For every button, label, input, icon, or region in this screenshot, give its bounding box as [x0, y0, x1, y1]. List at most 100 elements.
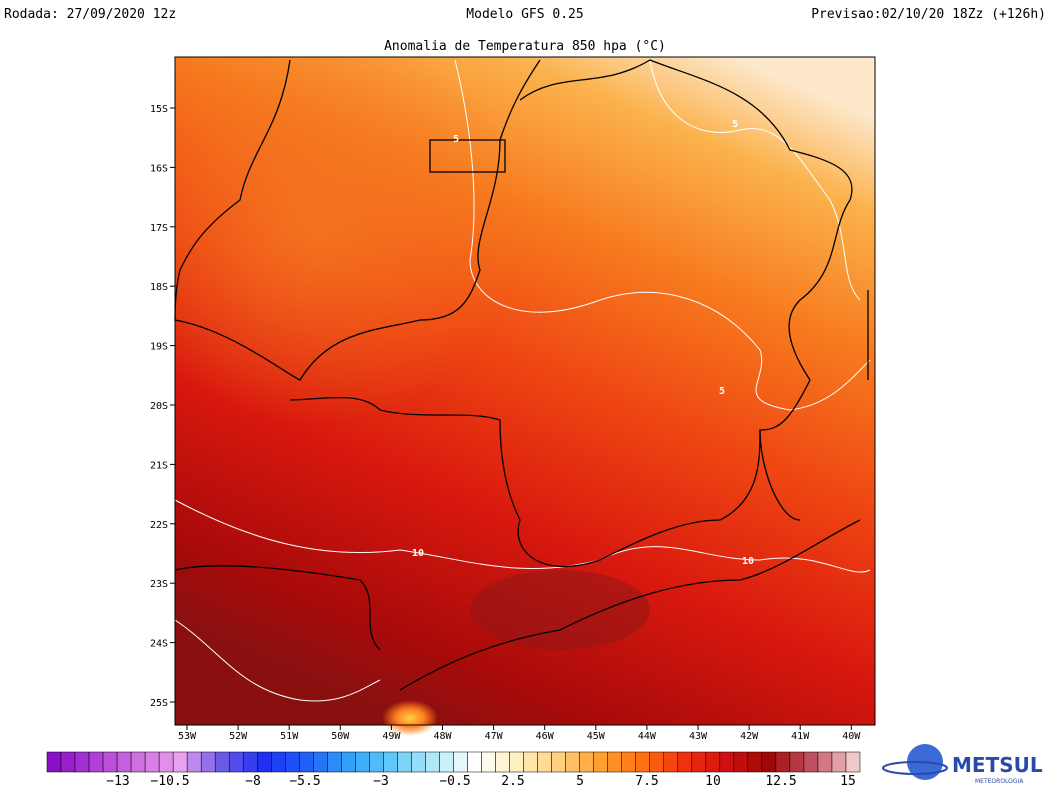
- state-border: [289, 396, 761, 568]
- colorbar-swatch: [60, 751, 76, 773]
- colorbar-swatch: [733, 751, 749, 773]
- colorbar-swatch: [327, 751, 342, 773]
- colorbar-swatch: [242, 751, 258, 773]
- lon-label: 53W: [178, 731, 197, 742]
- colorbar-swatch: [635, 751, 650, 773]
- lat-label: 21S: [150, 460, 168, 471]
- colorbar-swatch: [803, 751, 819, 773]
- colorbar-swatch: [719, 751, 735, 773]
- logo-tagline: METEOROLOGIA: [975, 778, 1024, 785]
- colorbar-swatch: [74, 751, 90, 773]
- colorbar-swatch: [789, 751, 805, 773]
- lon-label: 47W: [485, 731, 504, 742]
- contour-10: [174, 499, 871, 573]
- map-title: Anomalia de Temperatura 850 hpa (°C): [384, 39, 666, 54]
- contour-label: 5: [732, 119, 738, 130]
- anomaly-core: [470, 570, 650, 650]
- colorbar-label: 2.5: [501, 774, 524, 789]
- colorbar-swatch: [144, 751, 160, 773]
- colorbar-label: 12.5: [765, 774, 796, 789]
- lon-label: 52W: [229, 731, 248, 742]
- state-border: [174, 59, 541, 381]
- colorbar-label: −0.5: [439, 774, 470, 789]
- colorbar-swatch: [425, 751, 440, 773]
- colorbar-swatch: [453, 751, 468, 773]
- colorbar-swatch: [537, 751, 552, 773]
- colorbar-swatch: [271, 751, 286, 773]
- lat-label: 24S: [150, 639, 168, 650]
- anomaly-hotspot: [382, 700, 438, 736]
- lat-label: 15S: [150, 104, 168, 115]
- map-frame: [174, 56, 876, 726]
- lat-label: 22S: [150, 520, 168, 531]
- lon-label: 40W: [842, 731, 861, 742]
- colorbar-swatch: [116, 751, 132, 773]
- colorbar-label: 7.5: [635, 774, 658, 789]
- colorbar-swatch: [775, 751, 791, 773]
- colorbar-swatch: [186, 751, 202, 773]
- colorbar-swatch: [495, 751, 510, 773]
- lon-label: 48W: [433, 731, 452, 742]
- colorbar-swatch: [761, 751, 777, 773]
- lon-label: 43W: [689, 731, 708, 742]
- lon-label: 49W: [382, 731, 401, 742]
- colorbar-swatch: [172, 751, 188, 773]
- colorbar-swatch: [158, 751, 174, 773]
- contour-label: 5: [719, 386, 725, 397]
- lat-label: 16S: [150, 163, 168, 174]
- colorbar-swatch: [817, 751, 833, 773]
- lat-label: 23S: [150, 579, 168, 590]
- lat-label: 25S: [150, 698, 168, 709]
- district-border: [429, 139, 506, 173]
- colorbar-swatch: [397, 751, 412, 773]
- colorbar-swatch: [831, 751, 847, 773]
- colorbar-swatch: [439, 751, 454, 773]
- colorbar-swatch: [341, 751, 356, 773]
- colorbar-swatch: [411, 751, 426, 773]
- contours: [174, 59, 871, 702]
- colorbar-label: −5.5: [289, 774, 320, 789]
- colorbar-swatch: [705, 751, 721, 773]
- colorbar-swatch: [607, 751, 622, 773]
- model-name: Modelo GFS 0.25: [466, 7, 583, 22]
- colorbar-label: −13: [106, 774, 129, 789]
- lat-label: 17S: [150, 223, 168, 234]
- lon-label: 44W: [638, 731, 657, 742]
- colorbar-swatch: [214, 751, 230, 773]
- colorbar-swatch: [523, 751, 538, 773]
- borders: [174, 59, 869, 691]
- colorbar-label: 10: [705, 774, 721, 789]
- colorbar-swatch: [579, 751, 594, 773]
- state-border: [519, 59, 853, 521]
- lon-label: 41W: [791, 731, 810, 742]
- state-border: [174, 519, 861, 691]
- colorbar-swatch: [383, 751, 398, 773]
- colorbar-label: 5: [576, 774, 584, 789]
- lat-label: 19S: [150, 342, 168, 353]
- colorbar-swatch: [257, 751, 272, 773]
- colorbar-swatch: [467, 751, 482, 773]
- colorbar-swatch: [621, 751, 636, 773]
- colorbar-swatch: [313, 751, 328, 773]
- logo-name: METSUL: [952, 753, 1043, 777]
- forecast-time: Previsao:02/10/20 18Zz (+126h): [811, 7, 1046, 22]
- colorbar-label: 15: [840, 774, 856, 789]
- colorbar-swatch: [369, 751, 384, 773]
- colorbar-swatch: [551, 751, 566, 773]
- lon-label: 46W: [536, 731, 555, 742]
- map-area: [174, 56, 876, 736]
- colorbar-swatch: [747, 751, 763, 773]
- colorbar-swatch: [677, 751, 693, 773]
- colorbar-swatch: [285, 751, 300, 773]
- run-time: Rodada: 27/09/2020 12z: [4, 7, 176, 22]
- colorbar-swatch: [663, 751, 679, 773]
- colorbar-swatch: [565, 751, 580, 773]
- colorbar-label: −10.5: [150, 774, 189, 789]
- colorbar-swatch: [355, 751, 370, 773]
- colorbar-swatch: [46, 751, 62, 773]
- colorbar-swatch: [509, 751, 524, 773]
- lat-label: 20S: [150, 401, 168, 412]
- colorbar-swatch: [845, 751, 861, 773]
- colorbar-swatch: [88, 751, 104, 773]
